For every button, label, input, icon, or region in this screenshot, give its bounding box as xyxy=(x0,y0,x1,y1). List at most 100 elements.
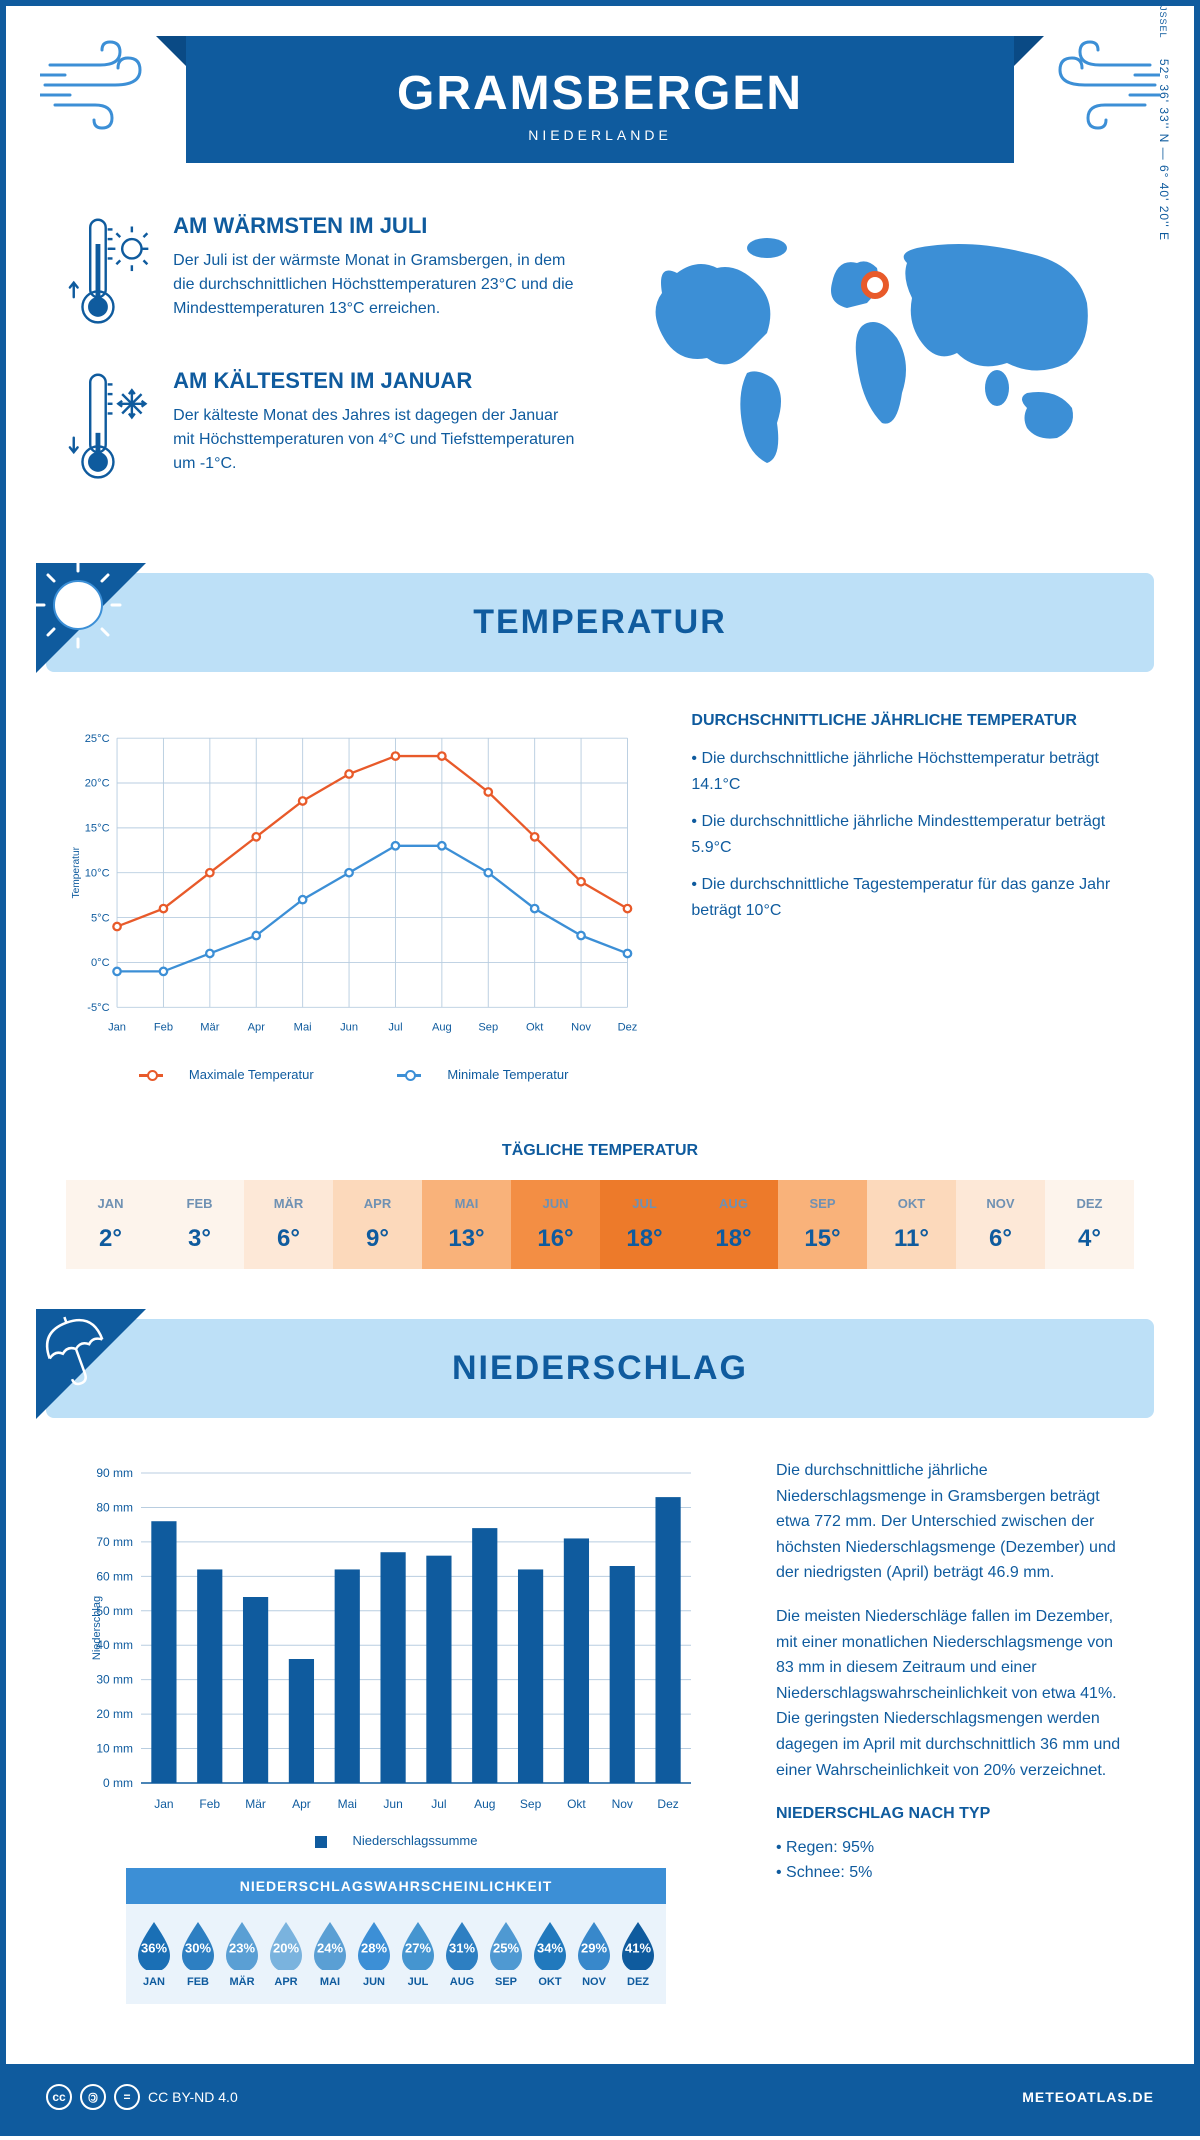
svg-text:30 mm: 30 mm xyxy=(96,1673,133,1687)
probability-box: NIEDERSCHLAGSWAHRSCHEINLICHKEIT 36% JAN … xyxy=(126,1868,666,2004)
svg-text:-5°C: -5°C xyxy=(87,1002,109,1014)
daily-temp-cell: OKT11° xyxy=(867,1180,956,1269)
license: cc🄯= CC BY-ND 4.0 xyxy=(46,2084,238,2110)
daily-temp-cell: DEZ4° xyxy=(1045,1180,1134,1269)
thermometer-hot-icon xyxy=(66,213,153,333)
daily-temp-cell: JAN2° xyxy=(66,1180,155,1269)
daily-temp-title: TÄGLICHE TEMPERATUR xyxy=(6,1142,1194,1160)
svg-text:10 mm: 10 mm xyxy=(96,1742,133,1756)
svg-text:Niederschlag: Niederschlag xyxy=(91,1596,103,1660)
coldest-block: AM KÄLTESTEN IM JANUAR Der kälteste Mona… xyxy=(66,368,580,488)
prob-cell: 28% JUN xyxy=(354,1920,394,1988)
precip-summary: Die durchschnittliche jährliche Niedersc… xyxy=(776,1458,1134,2044)
svg-text:Temperatur: Temperatur xyxy=(71,846,82,898)
wind-icon xyxy=(1040,40,1160,130)
svg-text:20°C: 20°C xyxy=(85,778,110,790)
svg-text:Sep: Sep xyxy=(520,1797,542,1811)
daily-temp-cell: FEB3° xyxy=(155,1180,244,1269)
intro-section: AM WÄRMSTEN IM JULI Der Juli ist der wär… xyxy=(6,163,1194,553)
svg-text:Aug: Aug xyxy=(432,1021,452,1033)
city-name: GRAMSBERGEN xyxy=(206,66,994,121)
svg-text:Nov: Nov xyxy=(612,1797,633,1811)
prob-cell: 25% SEP xyxy=(486,1920,526,1988)
prob-cell: 24% MAI xyxy=(310,1920,350,1988)
precip-title: NIEDERSCHLAG xyxy=(76,1349,1124,1388)
svg-text:15°C: 15°C xyxy=(85,823,110,835)
svg-text:25°C: 25°C xyxy=(85,733,110,745)
svg-text:Jul: Jul xyxy=(431,1797,446,1811)
svg-text:Jun: Jun xyxy=(340,1021,358,1033)
svg-text:0°C: 0°C xyxy=(91,957,110,969)
prob-cell: 34% OKT xyxy=(530,1920,570,1988)
temperature-section-header: TEMPERATUR xyxy=(46,573,1154,672)
svg-text:0 mm: 0 mm xyxy=(103,1776,133,1790)
infographic-container: GRAMSBERGEN NIEDERLANDE xyxy=(0,0,1200,2136)
prob-cell: 41% DEZ xyxy=(618,1920,658,1988)
title-banner: GRAMSBERGEN NIEDERLANDE xyxy=(186,36,1014,163)
cold-text: Der kälteste Monat des Jahres ist dagege… xyxy=(173,404,580,476)
svg-text:Mär: Mär xyxy=(245,1797,266,1811)
footer: cc🄯= CC BY-ND 4.0 METEOATLAS.DE xyxy=(6,2064,1194,2130)
prob-cell: 27% JUL xyxy=(398,1920,438,1988)
thermometer-cold-icon xyxy=(66,368,153,488)
precip-section-header: NIEDERSCHLAG xyxy=(46,1319,1154,1418)
svg-text:Jan: Jan xyxy=(108,1021,126,1033)
svg-text:Apr: Apr xyxy=(248,1021,266,1033)
svg-text:Apr: Apr xyxy=(292,1797,311,1811)
temperature-line-chart: -5°C 0°C 5°C 10°C 15°C 20°C 25°C Jan Feb Mär Apr Ma… xyxy=(66,712,641,1052)
svg-text:Mai: Mai xyxy=(294,1021,312,1033)
daily-temp-cell: JUL18° xyxy=(600,1180,689,1269)
svg-text:Okt: Okt xyxy=(526,1021,544,1033)
wind-icon xyxy=(40,40,160,130)
svg-text:Okt: Okt xyxy=(567,1797,586,1811)
svg-text:Dez: Dez xyxy=(618,1021,638,1033)
prob-cell: 29% NOV xyxy=(574,1920,614,1988)
svg-text:Feb: Feb xyxy=(154,1021,173,1033)
prob-cell: 30% FEB xyxy=(178,1920,218,1988)
world-map xyxy=(620,213,1134,493)
svg-text:Sep: Sep xyxy=(478,1021,498,1033)
site-name: METEOATLAS.DE xyxy=(1022,2089,1154,2105)
svg-text:Dez: Dez xyxy=(657,1797,678,1811)
svg-text:60 mm: 60 mm xyxy=(96,1569,133,1583)
daily-temp-cell: JUN16° xyxy=(511,1180,600,1269)
svg-text:90 mm: 90 mm xyxy=(96,1466,133,1480)
prob-cell: 36% JAN xyxy=(134,1920,174,1988)
prob-cell: 20% APR xyxy=(266,1920,306,1988)
precipitation-bar-chart: 0 mm10 mm20 mm30 mm40 mm50 mm60 mm70 mm8… xyxy=(66,1458,726,1818)
svg-text:20 mm: 20 mm xyxy=(96,1707,133,1721)
daily-temp-cell: APR9° xyxy=(333,1180,422,1269)
daily-temp-grid: JAN2°FEB3°MÄR6°APR9°MAI13°JUN16°JUL18°AU… xyxy=(66,1180,1134,1269)
svg-text:10°C: 10°C xyxy=(85,867,110,879)
daily-temp-cell: SEP15° xyxy=(778,1180,867,1269)
warmest-block: AM WÄRMSTEN IM JULI Der Juli ist der wär… xyxy=(66,213,580,333)
svg-text:5°C: 5°C xyxy=(91,912,110,924)
svg-text:Jan: Jan xyxy=(154,1797,173,1811)
svg-text:80 mm: 80 mm xyxy=(96,1500,133,1514)
country-name: NIEDERLANDE xyxy=(206,127,994,143)
svg-text:Mär: Mär xyxy=(200,1021,219,1033)
precip-legend: Niederschlagssumme xyxy=(66,1833,726,1848)
warm-text: Der Juli ist der wärmste Monat in Gramsb… xyxy=(173,249,580,321)
svg-text:Nov: Nov xyxy=(571,1021,591,1033)
temp-title: TEMPERATUR xyxy=(76,603,1124,642)
svg-text:Jun: Jun xyxy=(383,1797,402,1811)
daily-temp-cell: MAI13° xyxy=(422,1180,511,1269)
svg-text:Aug: Aug xyxy=(474,1797,495,1811)
daily-temp-cell: MÄR6° xyxy=(244,1180,333,1269)
warm-title: AM WÄRMSTEN IM JULI xyxy=(173,213,580,239)
coordinates: OVERIJSSEL 52° 36' 33'' N — 6° 40' 20'' … xyxy=(1157,0,1171,241)
daily-temp-cell: AUG18° xyxy=(689,1180,778,1269)
cold-title: AM KÄLTESTEN IM JANUAR xyxy=(173,368,580,394)
svg-text:Jul: Jul xyxy=(388,1021,402,1033)
svg-text:70 mm: 70 mm xyxy=(96,1535,133,1549)
temp-summary: DURCHSCHNITTLICHE JÄHRLICHE TEMPERATUR D… xyxy=(691,712,1134,1082)
umbrella-icon xyxy=(36,1309,146,1419)
svg-text:Feb: Feb xyxy=(199,1797,220,1811)
daily-temp-cell: NOV6° xyxy=(956,1180,1045,1269)
prob-cell: 23% MÄR xyxy=(222,1920,262,1988)
sun-icon xyxy=(36,563,146,673)
svg-text:Mai: Mai xyxy=(338,1797,357,1811)
prob-cell: 31% AUG xyxy=(442,1920,482,1988)
temp-legend: Maximale Temperatur Minimale Temperatur xyxy=(66,1067,641,1082)
